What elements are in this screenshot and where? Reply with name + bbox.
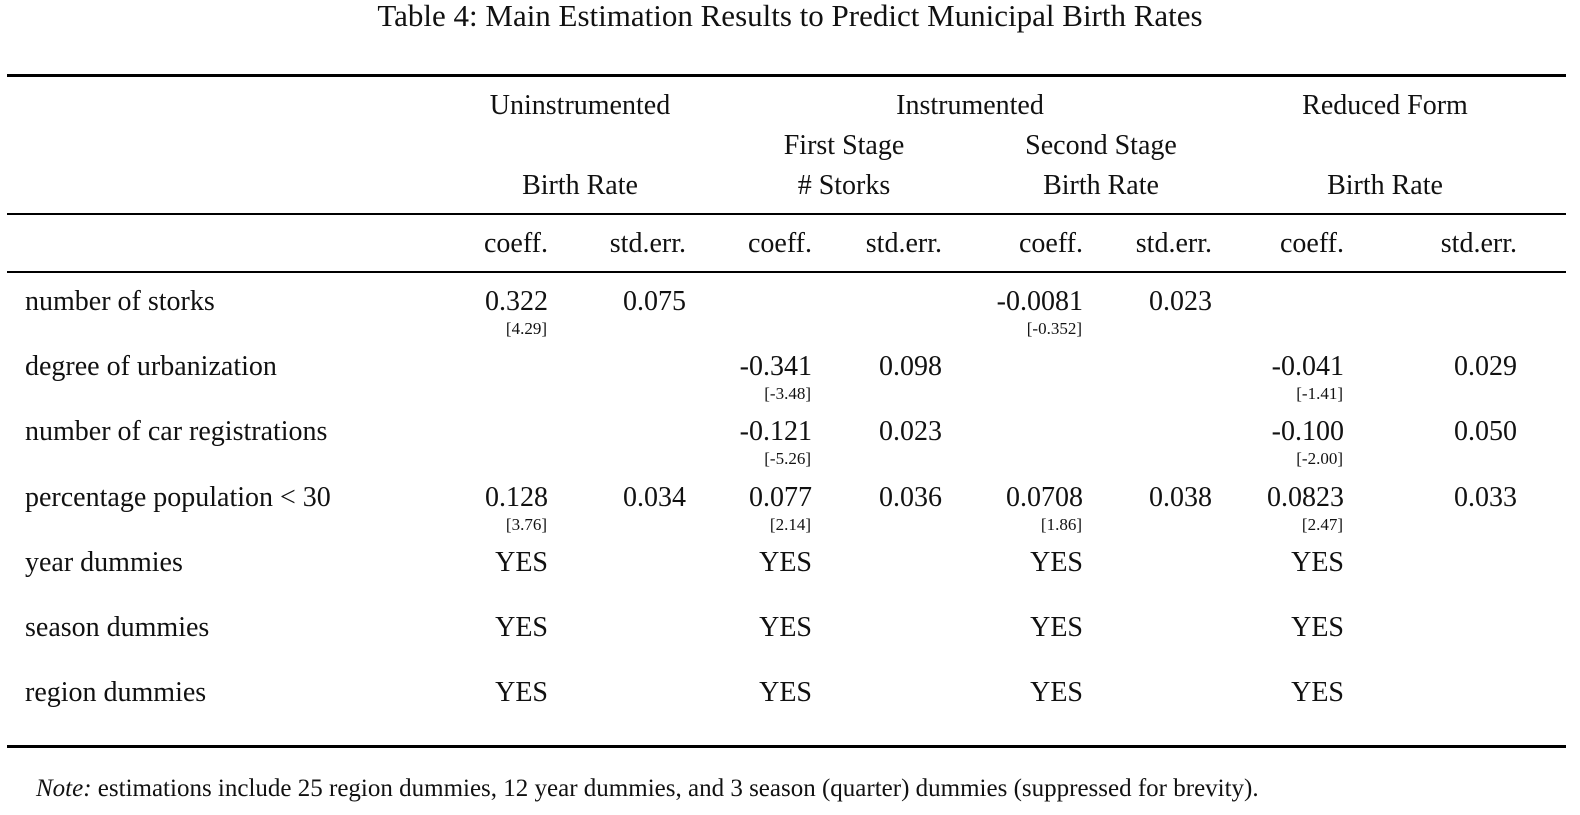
row-label: year dummies — [25, 547, 183, 578]
column-label-coeff: coeff. — [484, 228, 548, 259]
group-header-reduced-form: Reduced Form — [1302, 90, 1468, 121]
std-error-cell: 0.033 — [1454, 482, 1517, 513]
t-statistic-cell: [-3.48] — [764, 384, 811, 403]
coefficient-cell: -0.100 — [1271, 416, 1344, 447]
std-error-cell: 0.036 — [879, 482, 942, 513]
coefficient-cell: -0.341 — [739, 351, 812, 382]
coefficient-cell: -0.041 — [1271, 351, 1344, 382]
table-title: Table 4: Main Estimation Results to Pred… — [377, 0, 1203, 33]
coefficient-cell: YES — [1030, 677, 1083, 708]
row-label: region dummies — [25, 677, 207, 708]
column-label-stderr: std.err. — [1440, 228, 1517, 259]
coefficient-cell: YES — [495, 547, 548, 578]
top-rule — [7, 74, 1566, 77]
column-label-stderr: std.err. — [609, 228, 686, 259]
group-header-instrumented: Instrumented — [896, 90, 1044, 121]
row-label: season dummies — [25, 612, 210, 643]
t-statistic-cell: [4.29] — [505, 319, 547, 338]
row-label: number of storks — [25, 286, 215, 317]
coefficient-cell: 0.128 — [485, 482, 548, 513]
coefficient-cell: YES — [495, 612, 548, 643]
column-label-stderr: std.err. — [865, 228, 942, 259]
t-statistic-cell: [2.47] — [1301, 515, 1343, 534]
subgroup-header-second-stage: Second Stage — [1025, 130, 1177, 161]
coefficient-cell: YES — [1030, 547, 1083, 578]
coefficient-cell: YES — [759, 612, 812, 643]
coefficient-cell: YES — [495, 677, 548, 708]
coefficient-cell: YES — [1291, 677, 1344, 708]
t-statistic-cell: [1.86] — [1040, 515, 1082, 534]
std-error-cell: 0.034 — [623, 482, 686, 513]
std-error-cell: 0.029 — [1454, 351, 1517, 382]
dependent-variable-reduced-form: Birth Rate — [1327, 170, 1443, 201]
table-note: Note: estimations include 25 region dumm… — [36, 773, 1259, 805]
column-label-rule — [7, 271, 1566, 273]
t-statistic-cell: [-0.352] — [1026, 319, 1082, 338]
coefficient-cell: YES — [1030, 612, 1083, 643]
bottom-rule — [7, 745, 1566, 748]
coefficient-cell: YES — [1291, 547, 1344, 578]
note-prefix: Note: — [36, 775, 92, 802]
coefficient-cell: 0.077 — [749, 482, 812, 513]
dependent-variable-first-stage: # Storks — [797, 170, 891, 201]
column-label-coeff: coeff. — [1019, 228, 1083, 259]
column-label-coeff: coeff. — [748, 228, 812, 259]
group-header-uninstrumented: Uninstrumented — [489, 90, 671, 121]
subgroup-header-first-stage: First Stage — [783, 130, 905, 161]
dependent-variable-uninstrumented: Birth Rate — [522, 170, 638, 201]
std-error-cell: 0.050 — [1454, 416, 1517, 447]
t-statistic-cell: [2.14] — [769, 515, 811, 534]
std-error-cell: 0.023 — [879, 416, 942, 447]
std-error-cell: 0.038 — [1149, 482, 1212, 513]
coefficient-cell: 0.0708 — [1006, 482, 1083, 513]
header-rule — [7, 213, 1566, 215]
dependent-variable-second-stage: Birth Rate — [1043, 170, 1159, 201]
coefficient-cell: -0.0081 — [996, 286, 1083, 317]
std-error-cell: 0.023 — [1149, 286, 1212, 317]
coefficient-cell: 0.322 — [485, 286, 548, 317]
std-error-cell: 0.098 — [879, 351, 942, 382]
coefficient-cell: YES — [759, 547, 812, 578]
t-statistic-cell: [-1.41] — [1296, 384, 1343, 403]
t-statistic-cell: [-5.26] — [764, 449, 811, 468]
column-label-stderr: std.err. — [1135, 228, 1212, 259]
row-label: degree of urbanization — [25, 351, 277, 382]
std-error-cell: 0.075 — [623, 286, 686, 317]
coefficient-cell: 0.0823 — [1267, 482, 1344, 513]
row-label: number of car registrations — [25, 416, 328, 447]
row-label: percentage population < 30 — [25, 482, 331, 513]
coefficient-cell: YES — [759, 677, 812, 708]
coefficient-cell: YES — [1291, 612, 1344, 643]
t-statistic-cell: [-2.00] — [1296, 449, 1343, 468]
t-statistic-cell: [3.76] — [505, 515, 547, 534]
note-text: estimations include 25 region dummies, 1… — [91, 775, 1259, 802]
coefficient-cell: -0.121 — [739, 416, 812, 447]
column-label-coeff: coeff. — [1280, 228, 1344, 259]
